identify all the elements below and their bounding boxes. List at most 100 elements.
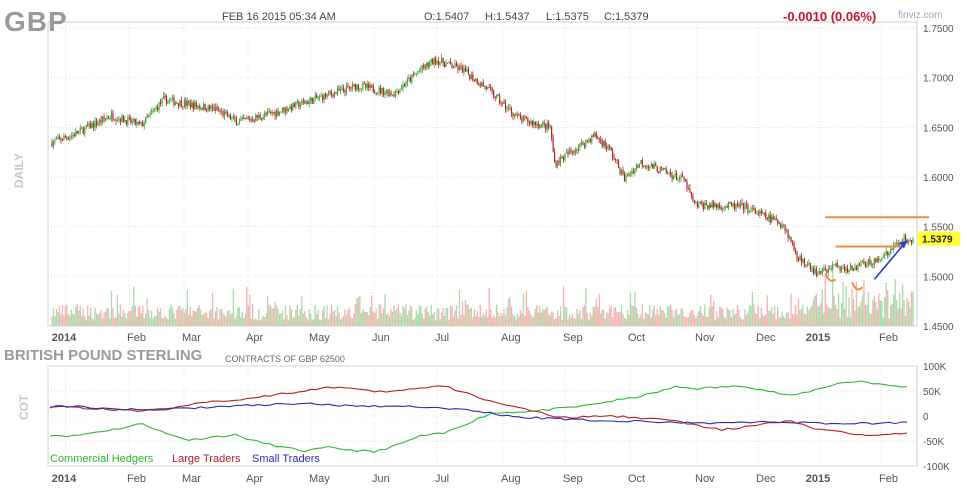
volume-bar — [437, 308, 440, 326]
candle-body — [616, 159, 618, 161]
volume-bar — [283, 319, 285, 326]
volume-bar — [418, 305, 420, 326]
candle-body — [870, 263, 872, 265]
volume-bar — [779, 317, 782, 326]
candle-body — [848, 269, 850, 272]
volume-bar — [484, 315, 486, 326]
candle-body — [521, 118, 523, 122]
candle-body — [347, 85, 349, 87]
candle-body — [351, 84, 353, 89]
candle-body — [794, 249, 797, 253]
volume-bar — [837, 292, 840, 326]
volume-bar — [620, 304, 623, 326]
candle-body — [298, 101, 300, 108]
candle-body — [139, 121, 141, 124]
candle-body — [751, 208, 753, 209]
candle-body — [97, 122, 99, 125]
volume-bar — [626, 309, 629, 326]
volume-bar — [201, 314, 203, 326]
volume-bar — [661, 309, 663, 326]
candle-body — [774, 218, 776, 220]
volume-bar — [113, 318, 116, 326]
candle-body — [469, 74, 471, 80]
cot-x-tick: 2014 — [52, 473, 77, 485]
candle-body — [490, 87, 492, 89]
candle-body — [849, 265, 852, 270]
price-y-tick: 1.6000 — [923, 173, 954, 184]
volume-bar — [601, 309, 603, 326]
volume-bar — [119, 304, 122, 326]
candle-body — [231, 117, 233, 120]
volume-bar — [412, 319, 415, 326]
volume-bar — [408, 310, 410, 326]
candle-body — [261, 118, 263, 120]
candle-body — [329, 91, 331, 94]
volume-bar — [417, 314, 419, 326]
volume-bar — [448, 319, 450, 326]
volume-bar — [603, 309, 605, 326]
candle-body — [464, 68, 466, 72]
candle-body — [393, 94, 395, 97]
candle-body — [619, 167, 621, 174]
candle-body — [733, 203, 736, 209]
candle-body — [476, 78, 478, 85]
volume-bar — [433, 312, 435, 326]
candle-body — [151, 111, 153, 113]
candle-body — [748, 212, 751, 213]
candle-body — [170, 99, 172, 101]
volume-bar — [98, 313, 101, 326]
candle-body — [781, 224, 783, 228]
candle-body — [295, 101, 297, 108]
volume-bar — [663, 313, 666, 326]
brand-link[interactable]: finviz.com — [898, 10, 943, 21]
candle-body — [460, 66, 462, 67]
candle-body — [652, 163, 654, 169]
volume-bar — [348, 308, 351, 326]
cot-y-tick: -50K — [923, 437, 944, 448]
candle-body — [426, 62, 428, 68]
volume-bar — [168, 308, 171, 326]
price-x-tick: Oct — [628, 332, 645, 344]
candle-body — [317, 97, 319, 99]
candle-body — [249, 118, 251, 121]
candle-body — [595, 132, 597, 138]
candle-body — [909, 239, 911, 242]
volume-bar — [589, 312, 591, 326]
candle-body — [390, 92, 392, 95]
candle-body — [702, 204, 704, 209]
candle-body — [430, 59, 432, 63]
symbol-title: GBP — [4, 6, 68, 37]
candle-body — [644, 165, 646, 167]
candle-body — [777, 220, 779, 224]
volume-bar — [92, 319, 95, 326]
price-x-tick: Nov — [695, 332, 715, 344]
volume-bar — [775, 319, 777, 326]
volume-bar — [655, 314, 657, 326]
volume-bar — [524, 316, 526, 326]
candle-body — [507, 107, 510, 109]
candle-body — [458, 66, 461, 70]
candle-body — [284, 107, 287, 113]
volume-bar — [488, 287, 490, 326]
candle-body — [339, 88, 342, 91]
volume-bar — [507, 299, 510, 326]
volume-bar — [665, 317, 667, 326]
candle-body — [94, 120, 96, 128]
candle-body — [610, 147, 612, 151]
candle-body — [161, 98, 163, 104]
volume-bar — [475, 316, 477, 326]
candle-body — [601, 140, 603, 147]
volume-bar — [385, 314, 388, 326]
candle-body — [867, 258, 869, 264]
candle-body — [786, 230, 788, 232]
volume-bar — [253, 319, 255, 326]
volume-bar — [556, 310, 559, 326]
candle-body — [225, 111, 227, 113]
candle-body — [814, 268, 816, 274]
volume-bar — [265, 313, 267, 326]
candle-body — [524, 116, 526, 118]
candle-body — [308, 100, 310, 105]
volume-bar — [156, 307, 159, 326]
volume-bar — [698, 311, 700, 326]
candle-body — [222, 111, 224, 116]
